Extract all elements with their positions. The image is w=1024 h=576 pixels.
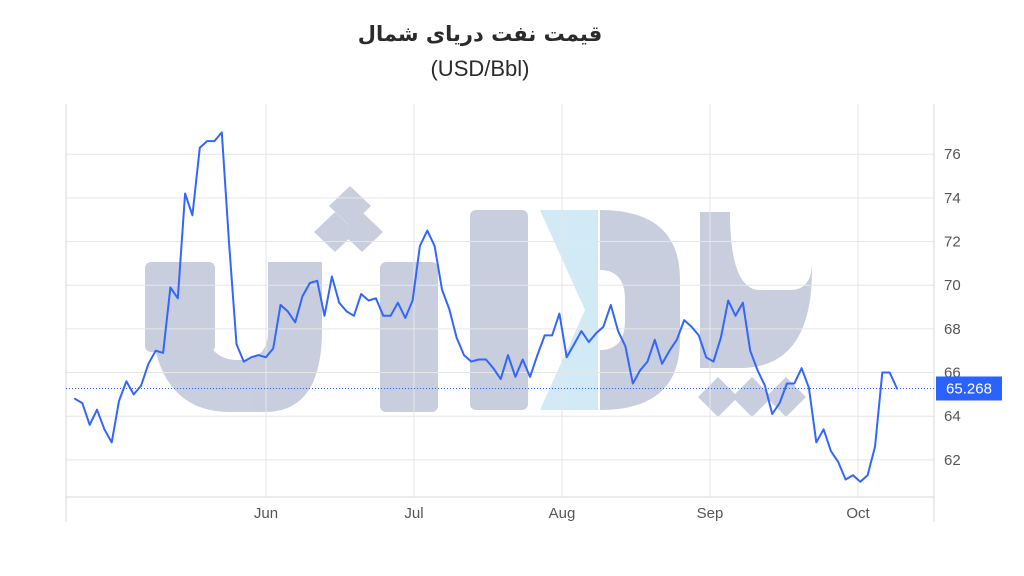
watermark-logo <box>145 186 812 417</box>
series-line-layer <box>66 131 936 483</box>
last-value-label: 65.268 <box>946 380 992 397</box>
x-tick-label: Oct <box>846 505 870 522</box>
series-line <box>74 131 898 483</box>
y-tick-label: 72 <box>944 234 961 251</box>
gridlines <box>66 104 934 497</box>
y-tick-label: 62 <box>944 452 961 469</box>
chart-subtitle: (USD/Bbl) <box>430 56 530 81</box>
x-tick-label: Jul <box>404 505 423 522</box>
y-tick-label: 64 <box>944 408 961 425</box>
chart-title: قیمت نفت دریای شمال <box>357 22 603 46</box>
x-tick-label: Jun <box>254 505 278 522</box>
axes <box>65 104 935 522</box>
y-tick-label: 76 <box>944 146 961 163</box>
x-tick-label: Sep <box>697 505 724 522</box>
y-tick-label: 68 <box>944 321 961 338</box>
last-value-badge <box>936 376 1002 401</box>
y-tick-label: 74 <box>944 190 961 207</box>
y-tick-label: 70 <box>944 277 961 294</box>
x-tick-label: Aug <box>549 505 576 522</box>
